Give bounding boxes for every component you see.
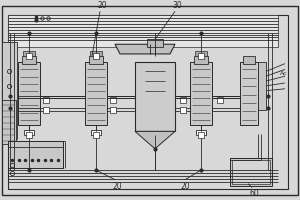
Text: Ac: Ac	[280, 71, 288, 76]
Bar	[23, 51, 35, 56]
Bar	[232, 160, 270, 184]
Bar	[196, 130, 206, 135]
Bar	[18, 62, 40, 125]
Bar	[22, 56, 36, 64]
Text: 60: 60	[249, 189, 259, 198]
Bar	[194, 56, 208, 64]
Bar	[240, 62, 258, 125]
Bar	[147, 39, 163, 47]
Bar	[8, 141, 63, 168]
Bar	[190, 62, 212, 125]
Bar	[90, 51, 102, 56]
Polygon shape	[115, 44, 175, 54]
Text: 20: 20	[180, 182, 190, 191]
Text: 20: 20	[112, 182, 122, 191]
Bar	[243, 56, 255, 64]
Bar	[2, 100, 16, 144]
Bar	[8, 15, 278, 47]
Bar	[195, 51, 207, 56]
Text: 20: 20	[97, 1, 107, 10]
Bar	[85, 62, 107, 125]
Bar	[135, 62, 175, 131]
Bar	[258, 62, 266, 110]
Bar	[230, 158, 272, 186]
Bar	[24, 130, 34, 135]
Polygon shape	[135, 131, 175, 149]
Bar	[91, 130, 101, 135]
Bar	[89, 56, 103, 64]
Bar	[2, 42, 17, 139]
Text: 30: 30	[172, 1, 182, 10]
